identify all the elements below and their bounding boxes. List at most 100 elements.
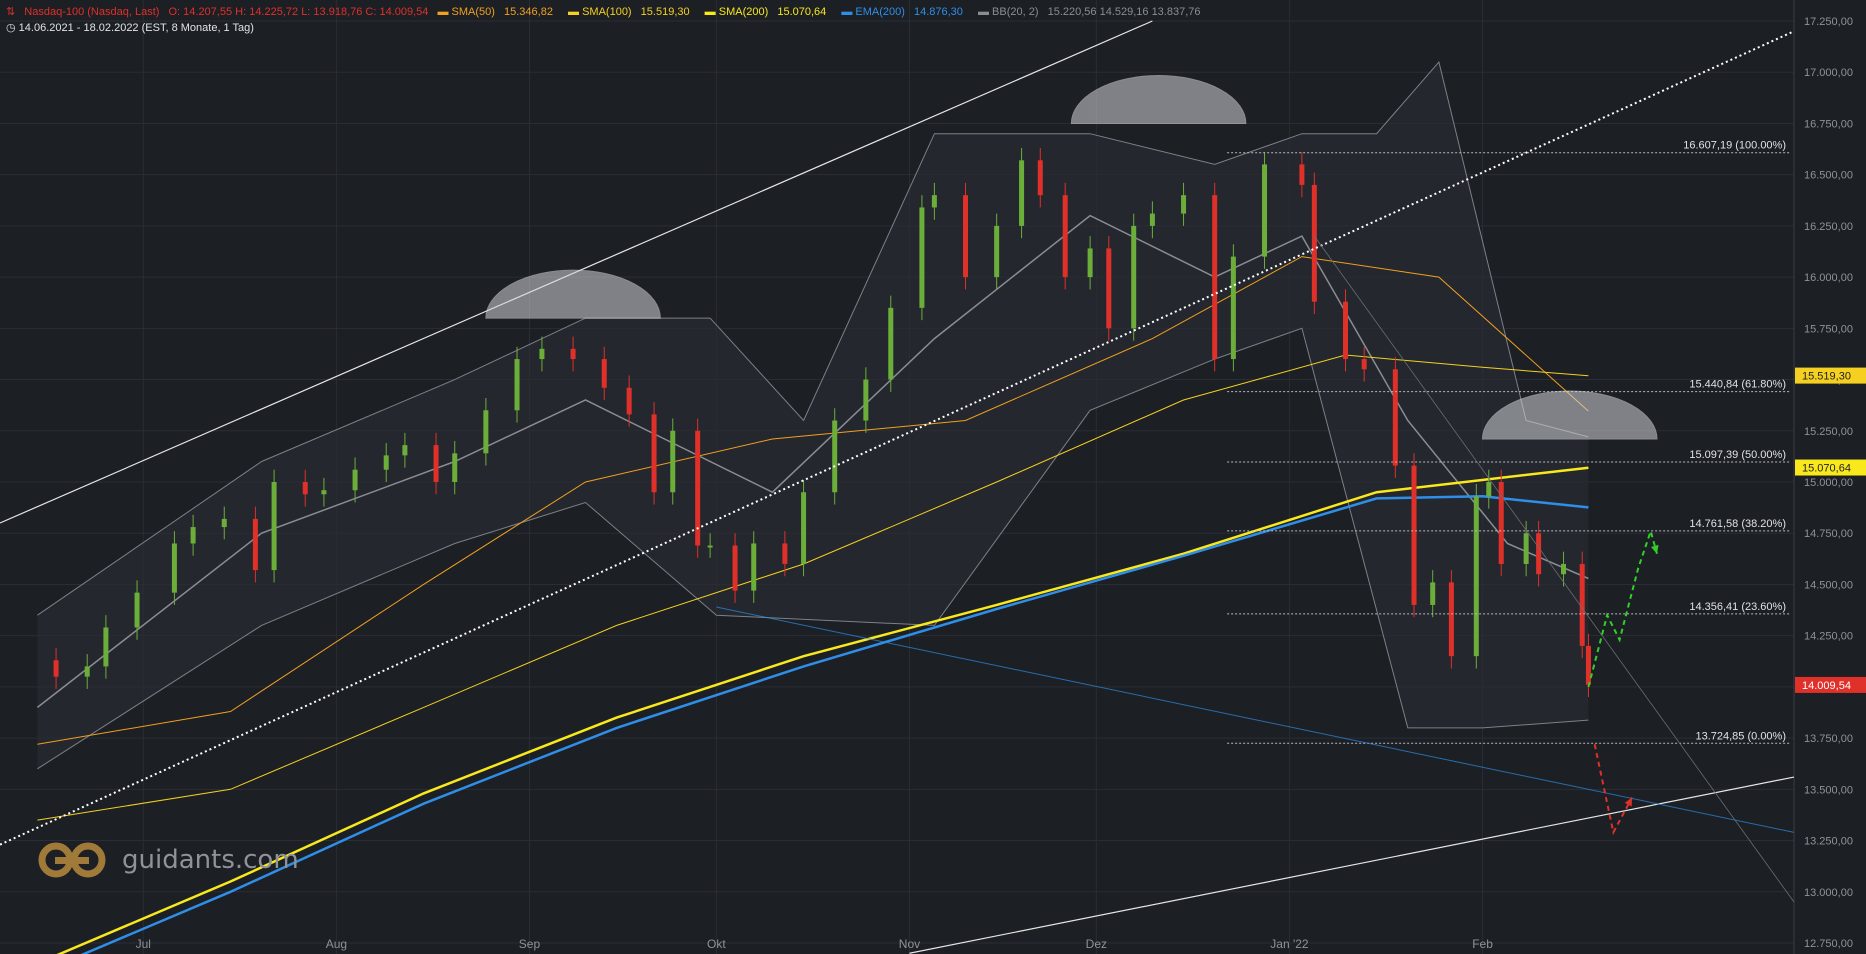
candle (383, 455, 389, 470)
price-tag (1795, 367, 1866, 384)
candle (1430, 582, 1436, 605)
candle (1392, 369, 1398, 466)
candle (1262, 164, 1268, 257)
candle (514, 359, 520, 411)
candle (53, 660, 59, 677)
candle (832, 420, 838, 493)
sma100-legend[interactable]: ▬ SMA(100) 15.519,30 (568, 6, 690, 18)
candle (570, 348, 576, 360)
y-tick-label: 15.250,00 (1804, 426, 1853, 438)
candle (1062, 195, 1068, 278)
y-tick-label: 17.250,00 (1804, 16, 1853, 28)
fib-label: 15.440,84 (61.80%) (1689, 379, 1786, 391)
x-tick-label: Sep (519, 937, 541, 951)
y-tick-label: 15.000,00 (1804, 477, 1853, 489)
candle (134, 592, 140, 628)
sma50-legend[interactable]: ▬ SMA(50) 15.346,82 (437, 6, 553, 18)
candle (1212, 195, 1218, 360)
guidants-logo-icon (38, 842, 106, 878)
candle (1411, 465, 1417, 605)
shoulder-arc-left (485, 269, 661, 319)
ma-line-3 (80, 495, 1589, 954)
thin-down-line (1314, 235, 1795, 903)
candle (271, 482, 277, 571)
y-tick-label: 16.250,00 (1804, 221, 1853, 233)
x-tick-label: Jan '22 (1270, 937, 1309, 951)
candle (1473, 496, 1479, 657)
candle (931, 195, 937, 208)
bollinger-upper (37, 60, 1589, 616)
fib-label: 13.724,85 (0.00%) (1695, 730, 1786, 742)
y-tick-label: 16.500,00 (1804, 170, 1853, 182)
candle (707, 545, 713, 548)
fib-label: 16.607,19 (100.00%) (1683, 140, 1786, 152)
date-range-line: ◷ 14.06.2021 - 18.02.2022 (EST, 8 Monate… (6, 21, 254, 34)
ema200-legend[interactable]: ▬ EMA(200) 14.876,30 (841, 6, 963, 18)
x-tick-label: Nov (899, 937, 920, 951)
candle (1019, 160, 1025, 226)
candle (1585, 645, 1591, 685)
candle (1149, 213, 1155, 226)
candle (670, 430, 676, 493)
ma-line-1 (37, 354, 1589, 821)
symbol-label: Nasdaq-100 (Nasdaq, Last) (24, 6, 160, 18)
clock-icon: ◷ (6, 22, 16, 34)
y-tick-label: 17.000,00 (1804, 67, 1853, 79)
fib-label: 15.097,39 (50.00%) (1689, 449, 1786, 461)
candle (483, 410, 489, 454)
ma-line-0 (37, 256, 1589, 745)
candle (171, 543, 177, 593)
fib-label: 14.356,41 (23.60%) (1689, 601, 1786, 613)
chart-type-icon[interactable]: ⇅ (6, 6, 16, 18)
bearish-projection-arrow-head (1624, 797, 1633, 807)
candle (433, 445, 439, 482)
candle (1181, 195, 1187, 214)
candle (751, 543, 757, 591)
candle (601, 359, 607, 388)
candle (302, 482, 308, 495)
y-tick-label: 13.250,00 (1804, 836, 1853, 848)
downtrend-line-blue (716, 606, 1795, 833)
lower-channel-line (909, 776, 1795, 954)
bullish-projection-arrow-head (1651, 544, 1659, 554)
candle (221, 518, 227, 528)
bullish-projection-arrow (1587, 527, 1658, 688)
candle (452, 453, 458, 482)
candle (1230, 256, 1236, 360)
candle (1131, 225, 1137, 329)
bollinger-band-fill (37, 62, 1589, 769)
candle (695, 430, 701, 546)
y-tick-label: 15.750,00 (1804, 323, 1853, 335)
candle (84, 666, 90, 677)
sma200-legend[interactable]: ▬ SMA(200) 15.070,64 (704, 6, 827, 18)
candle (626, 387, 632, 415)
candle (994, 225, 1000, 278)
candle (651, 414, 657, 493)
candle (888, 307, 894, 380)
x-tick-label: Feb (1472, 937, 1493, 951)
candle (963, 195, 969, 278)
candle (1361, 359, 1367, 370)
date-range: 14.06.2021 - 18.02.2022 (18, 22, 139, 34)
bearish-projection-arrow (1593, 744, 1633, 836)
guidants-logo: guidants.com (38, 840, 299, 880)
y-tick-label: 13.750,00 (1804, 733, 1853, 745)
price-tag-label: 15.519,30 (1802, 371, 1851, 383)
candle (732, 545, 738, 591)
candle (1311, 184, 1317, 302)
candle (1448, 582, 1454, 657)
x-tick-label: Okt (707, 937, 726, 951)
candle (352, 469, 358, 491)
bollinger-middle (36, 214, 1589, 708)
candle (190, 527, 196, 544)
candle (1579, 563, 1585, 646)
x-tick-label: Dez (1086, 937, 1107, 951)
y-tick-label: 14.250,00 (1804, 631, 1853, 643)
y-tick-label: 12.750,00 (1804, 938, 1853, 950)
candle (801, 492, 807, 564)
bb-legend[interactable]: ▬ BB(20, 2) 15.220,56 14.529,16 13.837,7… (977, 6, 1201, 18)
candle (1106, 248, 1112, 329)
y-tick-label: 13.500,00 (1804, 784, 1853, 796)
